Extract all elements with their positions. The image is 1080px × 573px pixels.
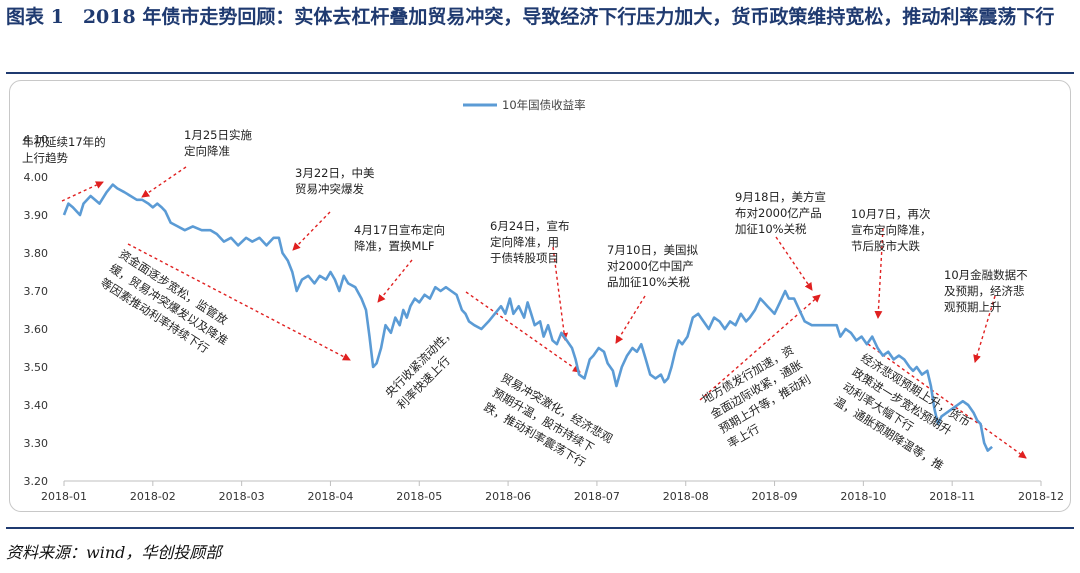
y-tick-label: 3.60	[24, 323, 49, 336]
annotation-line: 品加征10%关税	[607, 275, 691, 289]
annotation-line: 加征10%关税	[735, 222, 807, 236]
annotation-line: 上行趋势	[22, 151, 68, 165]
source-note: 资料来源：wind，华创投顾部	[6, 543, 222, 562]
annotation-arrow	[552, 246, 569, 341]
footer-divider	[6, 527, 1074, 529]
x-tick-label: 2018-09	[752, 490, 798, 503]
annotation-line: 定向降准	[184, 144, 230, 158]
annotation: 央行收紧流动性，利率快速上行	[382, 325, 457, 412]
annotation-line: 9月18日，美方宣	[735, 190, 826, 204]
annotation-line: 降准，置换MLF	[354, 239, 434, 253]
x-tick-label: 2018-01	[41, 490, 87, 503]
x-tick-label: 2018-06	[485, 490, 531, 503]
annotation-line: 布对2000亿产品	[735, 206, 822, 220]
annotation-line: 对2000亿中国产	[607, 259, 694, 273]
x-tick-label: 2018-07	[574, 490, 620, 503]
x-tick-label: 2018-02	[130, 490, 176, 503]
legend-entry: 10年国债收益率	[502, 98, 586, 112]
x-axis: 2018-01 2018-02 2018-03 2018-04 2018-05 2018-…	[41, 480, 1064, 503]
annotation-arrow	[141, 166, 187, 198]
annotation-line: 10月金融数据不	[944, 268, 1028, 282]
annotation-line: 定向降准，用	[490, 235, 559, 249]
chart-frame	[9, 80, 1071, 512]
x-tick-label: 2018-10	[840, 490, 886, 503]
legend: 10年国债收益率	[463, 98, 586, 112]
annotation-arrow	[867, 343, 1027, 459]
annotation-line: 观预期上升	[944, 300, 1002, 314]
y-tick-label: 3.70	[24, 285, 49, 298]
annotation-arrow	[61, 181, 104, 202]
y-tick-label: 3.90	[24, 209, 49, 222]
annotation-arrow	[377, 259, 413, 303]
annotation-line: 年初延续17年的	[22, 135, 106, 149]
y-tick-label: 3.30	[24, 437, 49, 450]
y-tick-label: 3.50	[24, 361, 49, 374]
annotation-line: 节后股市大跌	[851, 239, 920, 253]
annotation-line: 6月24日，宣布	[490, 219, 569, 233]
y-tick-label: 4.00	[24, 171, 49, 184]
annotation-arrow	[615, 295, 646, 344]
y-tick-label: 3.20	[24, 475, 49, 488]
y-axis: 3.20 3.30 3.40 3.50 3.60 3.70 3.80 3.90 4.00 4.10	[24, 133, 49, 488]
annotation-line: 贸易冲突爆发	[295, 182, 364, 196]
annotation-line: 1月25日实施	[184, 128, 252, 142]
y-tick-label: 3.40	[24, 399, 49, 412]
annotation-line: 7月10日，美国拟	[607, 243, 698, 257]
annotation-line: 于债转股项目	[490, 251, 559, 265]
series-line-10y-treasury	[62, 183, 993, 452]
x-tick-label: 2018-12	[1018, 490, 1064, 503]
y-tick-label: 4.10	[24, 133, 49, 146]
annotation-line: 及预期，经济悲	[944, 284, 1025, 298]
chart-title: 图表 1 2018 年债市走势回顾：实体去杠杆叠加贸易冲突，导致经济下行压力加大…	[6, 6, 1055, 28]
annotation-arrow	[292, 211, 331, 251]
annotation-line: 宣布定向降准，	[851, 223, 932, 237]
x-tick-label: 2018-05	[396, 490, 442, 503]
annotation-line: 3月22日，中美	[295, 166, 375, 180]
annotation-arrow	[775, 236, 813, 291]
annotation-arrow	[465, 291, 581, 373]
annotation-line: 4月17日宣布定向	[354, 223, 445, 237]
x-tick-label: 2018-11	[929, 490, 975, 503]
y-tick-label: 3.80	[24, 247, 49, 260]
annotation-line: 10月7日，再次	[851, 207, 931, 221]
x-tick-label: 2018-08	[663, 490, 709, 503]
x-tick-label: 2018-03	[219, 490, 265, 503]
x-tick-label: 2018-04	[307, 490, 353, 503]
title-divider	[6, 72, 1074, 74]
